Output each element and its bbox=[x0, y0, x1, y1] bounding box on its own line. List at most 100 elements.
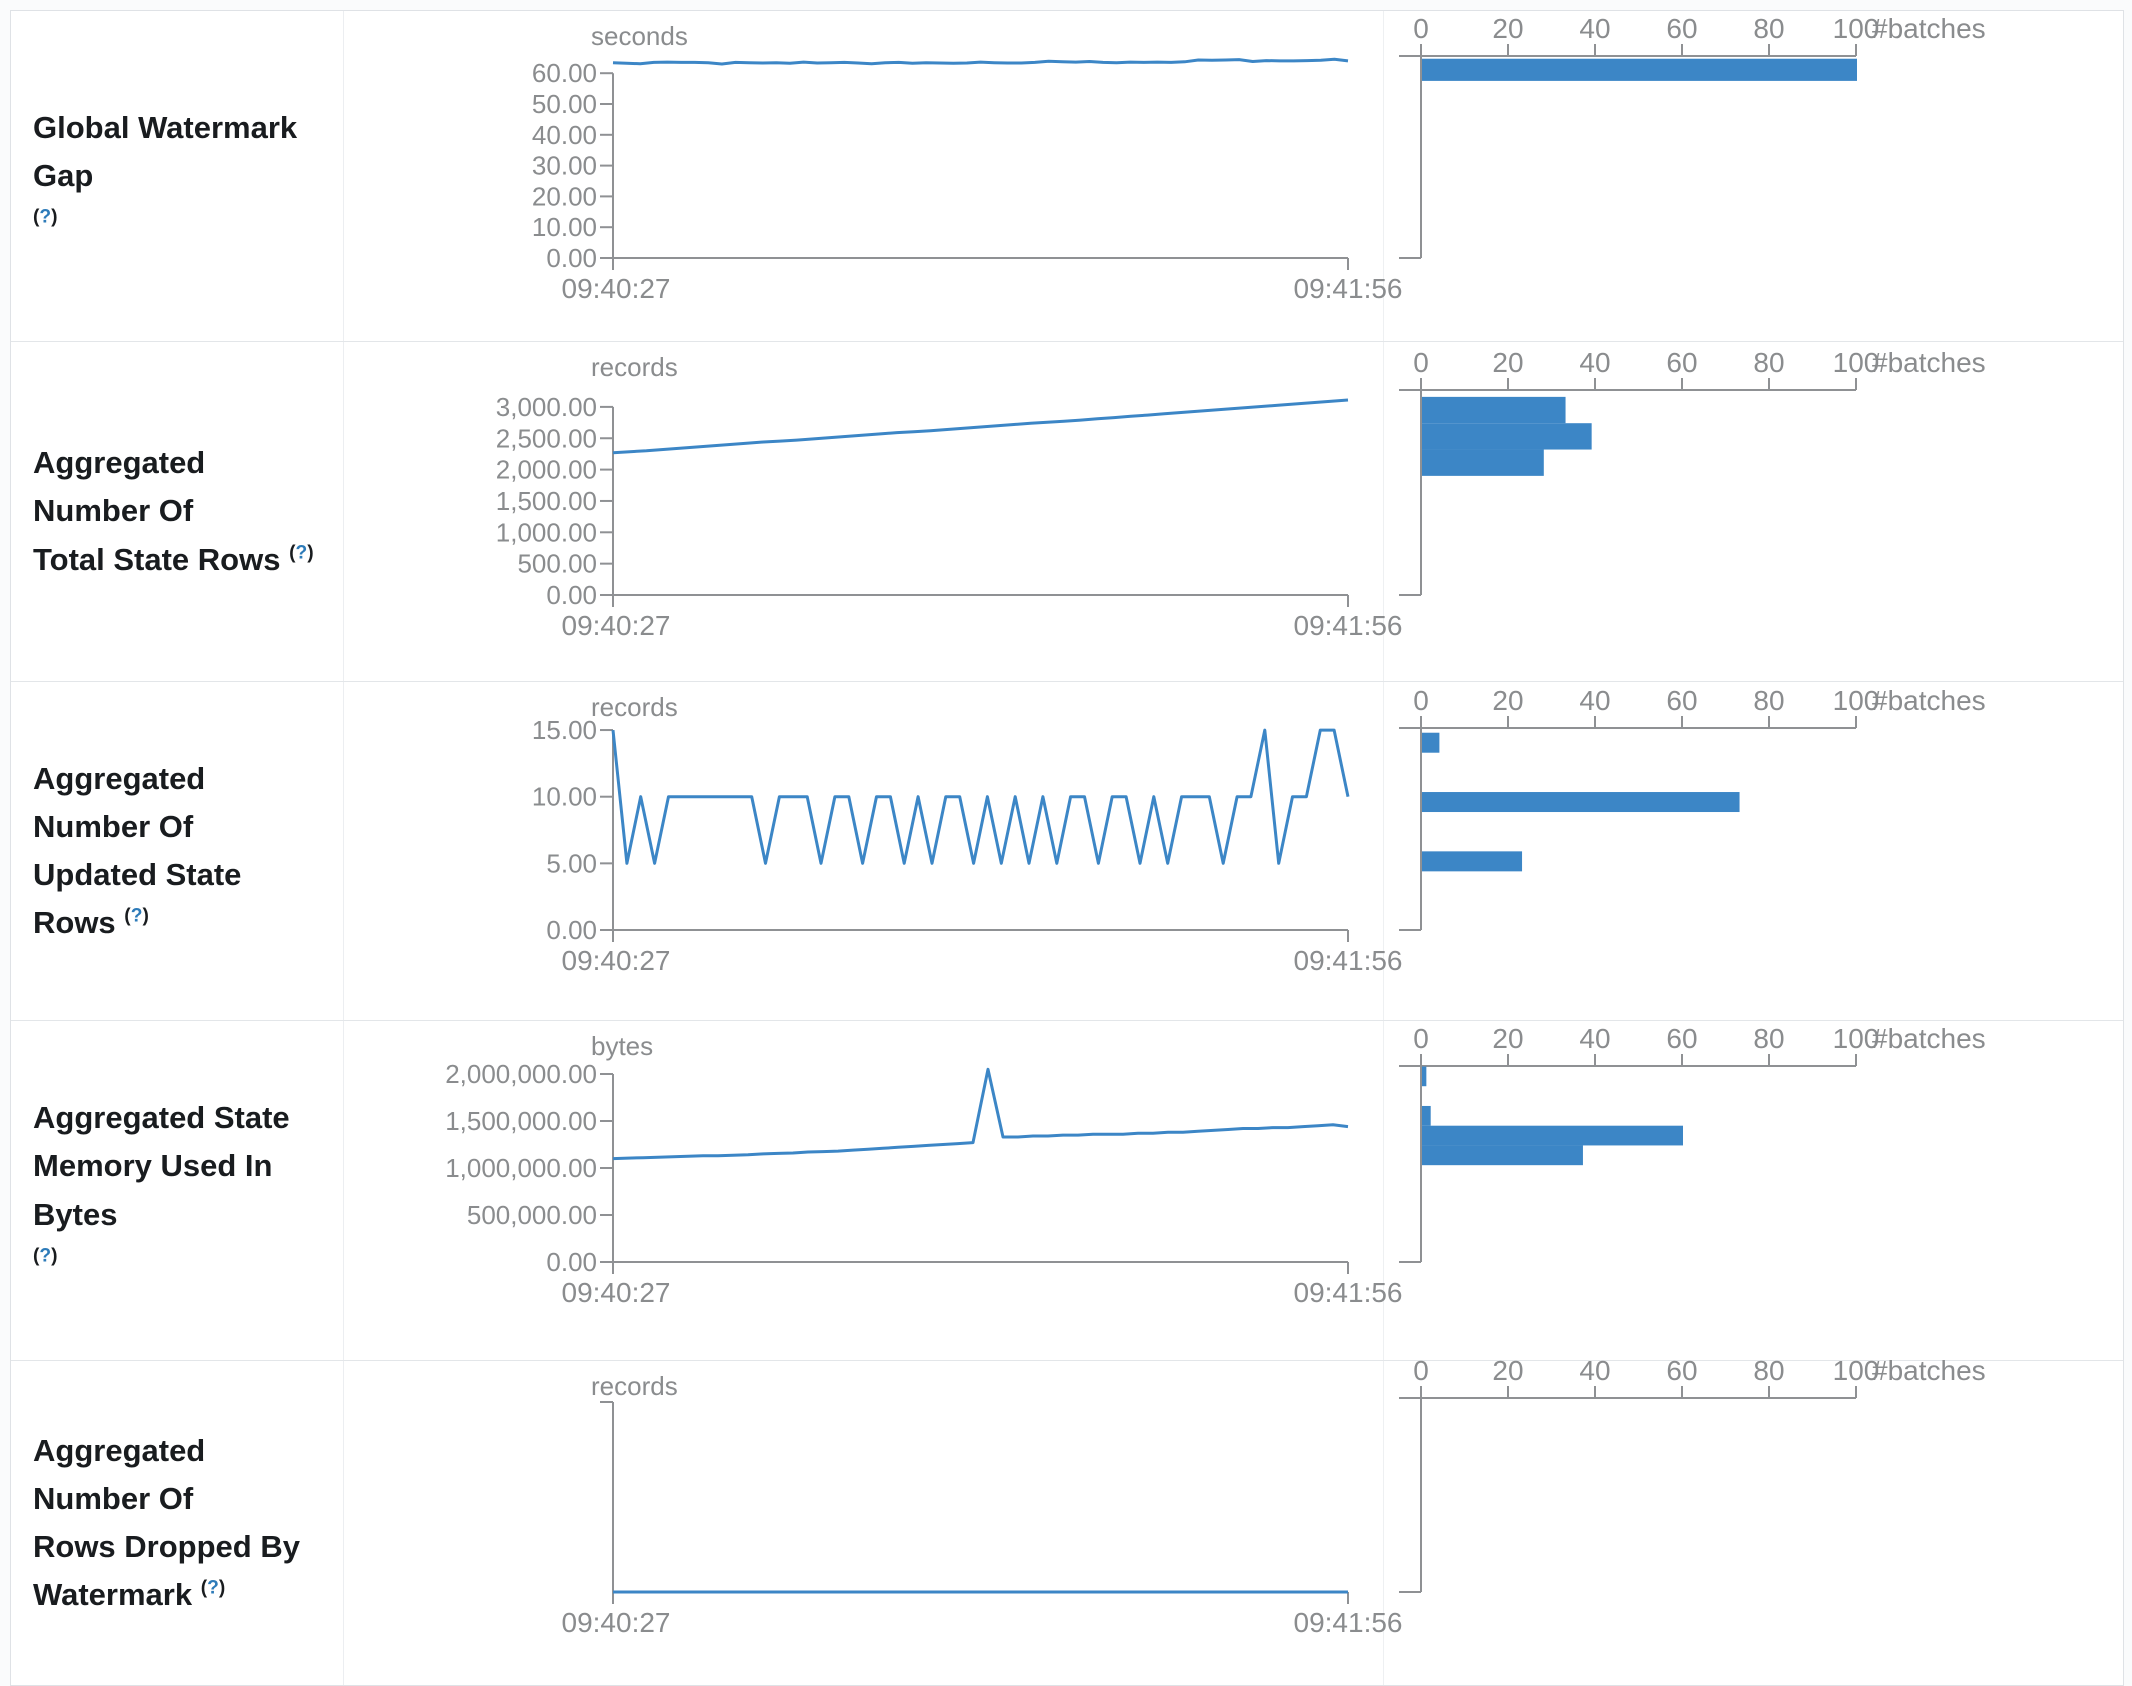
help-tooltip-link[interactable]: (?) bbox=[200, 1577, 226, 1599]
histogram-bar bbox=[1422, 1125, 1683, 1146]
y-tick-label: 0.00 bbox=[546, 915, 597, 945]
hist-tick-label: 40 bbox=[1579, 1355, 1610, 1386]
histogram-chart-aggregated-number-of-updated-state-rows: 0 20 40 60 80 100#batches bbox=[1399, 685, 1986, 931]
histogram-bar bbox=[1422, 1105, 1431, 1126]
hist-tick-label: 60 bbox=[1666, 1023, 1697, 1054]
histogram-bar bbox=[1422, 732, 1440, 753]
x-end-time-label: 09:41:56 bbox=[1294, 610, 1403, 641]
unit-label: records bbox=[591, 352, 678, 382]
hist-tick-label: 0 bbox=[1413, 1355, 1429, 1386]
question-mark-icon: ? bbox=[207, 1577, 219, 1599]
hist-axis-unit-label: #batches bbox=[1872, 685, 1986, 716]
y-tick-label: 10.00 bbox=[532, 782, 597, 812]
unit-label: records bbox=[591, 1371, 678, 1401]
timeline-series-line bbox=[612, 398, 1349, 455]
hist-tick-label: 80 bbox=[1753, 685, 1784, 716]
help-tooltip-link[interactable]: (?) bbox=[33, 1245, 58, 1267]
y-tick-label: 30.00 bbox=[532, 151, 597, 181]
hist-tick-label: 100 bbox=[1833, 1355, 1880, 1386]
y-tick-label: 0.00 bbox=[546, 243, 597, 273]
x-end-time-label: 09:41:56 bbox=[1294, 273, 1403, 304]
timeline-cell: records 09:40:27 09:41:56 bbox=[344, 1361, 1403, 1685]
y-tick-label: 5.00 bbox=[546, 848, 597, 878]
hist-axis-unit-label: #batches bbox=[1872, 1023, 1986, 1054]
y-tick-label: 15.00 bbox=[532, 715, 597, 745]
histogram-chart-global-watermark-gap: 0 20 40 60 80 100#batches bbox=[1399, 13, 1986, 259]
question-mark-icon: ? bbox=[295, 542, 308, 564]
y-tick-label: 10.00 bbox=[532, 212, 597, 242]
metric-title-aggregated-number-of-updated-state-rows: Aggregated Number Of Updated State Rows (… bbox=[33, 760, 242, 941]
histogram-chart-aggregated-state-memory-used-in-bytes: 0 20 40 60 80 100#batches bbox=[1399, 1023, 1986, 1263]
metric-title-aggregated-state-memory-used-in-bytes: Aggregated State Memory Used In Bytes (?) bbox=[33, 1100, 290, 1267]
y-tick-label: 0.00 bbox=[546, 580, 597, 610]
metric-label-cell: Aggregated Number Of Total State Rows (?) bbox=[11, 342, 344, 681]
unit-label: records bbox=[591, 692, 678, 722]
y-tick-label: 1,000.00 bbox=[496, 517, 597, 547]
timeline-series-line bbox=[612, 57, 1349, 66]
timeline-cell: seconds 0.00 10.00 20.00 30.00 40.00 50.00 60.0… bbox=[344, 11, 1403, 341]
histogram-cell: 0 20 40 60 80 100 #batches bbox=[1384, 342, 2123, 681]
timeline-chart-aggregated-number-of-rows-dropped-by-watermark: records 09:40:27 09:41:56 bbox=[562, 1371, 1403, 1638]
unit-label: seconds bbox=[591, 21, 688, 51]
x-start-time-label: 09:40:27 bbox=[562, 945, 671, 976]
metric-row-aggregated-number-of-rows-dropped-by-watermark: Aggregated Number Of Rows Dropped By Water… bbox=[11, 1355, 2123, 1685]
hist-tick-label: 0 bbox=[1413, 347, 1429, 378]
hist-tick-label: 60 bbox=[1666, 685, 1697, 716]
metric-row-aggregated-number-of-total-state-rows: Aggregated Number Of Total State Rows (?)… bbox=[11, 341, 2123, 681]
timeline-cell: bytes 0.00 500,000.00 1,000,000.00 1,500,000… bbox=[344, 1021, 1403, 1360]
hist-tick-label: 60 bbox=[1666, 1355, 1697, 1386]
y-tick-label: 1,500,000.00 bbox=[445, 1106, 597, 1136]
timeline-series-line bbox=[612, 1067, 1349, 1161]
timeline-chart-aggregated-number-of-updated-state-rows: records 0.00 5.00 10.00 15.00 09:40:27 09:41:5… bbox=[532, 692, 1403, 976]
metric-label-cell: Aggregated Number Of Updated State Rows (… bbox=[11, 682, 344, 1020]
y-tick-label: 1,500.00 bbox=[496, 486, 597, 516]
hist-tick-label: 0 bbox=[1413, 685, 1429, 716]
metric-title-aggregated-number-of-rows-dropped-by-watermark: Aggregated Number Of Rows Dropped By Water… bbox=[33, 1432, 300, 1613]
y-tick-label: 2,000,000.00 bbox=[445, 1059, 597, 1089]
hist-tick-label: 100 bbox=[1833, 13, 1880, 44]
x-start-time-label: 09:40:27 bbox=[562, 1277, 671, 1308]
question-mark-icon: ? bbox=[39, 1245, 52, 1267]
unit-label: bytes bbox=[591, 1031, 653, 1061]
histogram-cell: 0 20 40 60 80 100 #batches bbox=[1384, 1021, 2123, 1360]
y-tick-label: 20.00 bbox=[532, 181, 597, 211]
question-mark-icon: ? bbox=[39, 206, 52, 228]
histogram-chart-aggregated-number-of-total-state-rows: 0 20 40 60 80 100#batches bbox=[1399, 347, 1986, 596]
histogram-bar bbox=[1422, 1145, 1583, 1166]
metric-row-global-watermark-gap: Global Watermark Gap (?) seconds 0.00 10.00 2… bbox=[11, 11, 2123, 341]
metric-title-aggregated-number-of-total-state-rows: Aggregated Number Of Total State Rows (?) bbox=[33, 445, 314, 577]
x-start-time-label: 09:40:27 bbox=[562, 610, 671, 641]
timeline-cell: records 0.00 5.00 10.00 15.00 09:40:27 09:41:5… bbox=[344, 682, 1403, 1020]
hist-tick-label: 100 bbox=[1833, 347, 1880, 378]
hist-axis-unit-label: #batches bbox=[1872, 13, 1986, 44]
hist-tick-label: 40 bbox=[1579, 347, 1610, 378]
help-tooltip-link[interactable]: (?) bbox=[124, 905, 149, 927]
timeline-cell: records 0.00 500.00 1,000.00 1,500.00 2,000.0… bbox=[344, 342, 1403, 681]
timeline-chart-global-watermark-gap: seconds 0.0010.0020.0030.0040.0050.0060.0… bbox=[532, 21, 1403, 304]
x-end-time-label: 09:41:56 bbox=[1294, 1277, 1403, 1308]
hist-tick-label: 20 bbox=[1492, 1355, 1523, 1386]
y-tick-label: 3,000.00 bbox=[496, 392, 597, 422]
histogram-cell: 0 20 40 60 80 100 #batches bbox=[1384, 1355, 2123, 1685]
hist-tick-label: 20 bbox=[1492, 1023, 1523, 1054]
hist-tick-label: 60 bbox=[1666, 347, 1697, 378]
histogram-bar bbox=[1422, 851, 1523, 872]
hist-tick-label: 60 bbox=[1666, 13, 1697, 44]
metric-row-aggregated-number-of-updated-state-rows: Aggregated Number Of Updated State Rows (… bbox=[11, 681, 2123, 1020]
y-tick-label: 1,000,000.00 bbox=[445, 1153, 597, 1183]
hist-tick-label: 40 bbox=[1579, 1023, 1610, 1054]
help-tooltip-link[interactable]: (?) bbox=[33, 206, 58, 228]
y-tick-label: 500.00 bbox=[517, 549, 597, 579]
histogram-bar bbox=[1422, 449, 1544, 476]
hist-axis-unit-label: #batches bbox=[1872, 1355, 1986, 1386]
y-tick-label: 2,500.00 bbox=[496, 423, 597, 453]
x-end-time-label: 09:41:56 bbox=[1294, 1607, 1403, 1638]
x-end-time-label: 09:41:56 bbox=[1294, 945, 1403, 976]
histogram-bar bbox=[1422, 792, 1740, 813]
help-tooltip-link[interactable]: (?) bbox=[289, 542, 314, 564]
metric-label-cell: Global Watermark Gap (?) bbox=[11, 11, 344, 341]
hist-tick-label: 80 bbox=[1753, 13, 1784, 44]
metric-label-cell: Aggregated State Memory Used In Bytes (?) bbox=[11, 1021, 344, 1360]
hist-tick-label: 80 bbox=[1753, 347, 1784, 378]
